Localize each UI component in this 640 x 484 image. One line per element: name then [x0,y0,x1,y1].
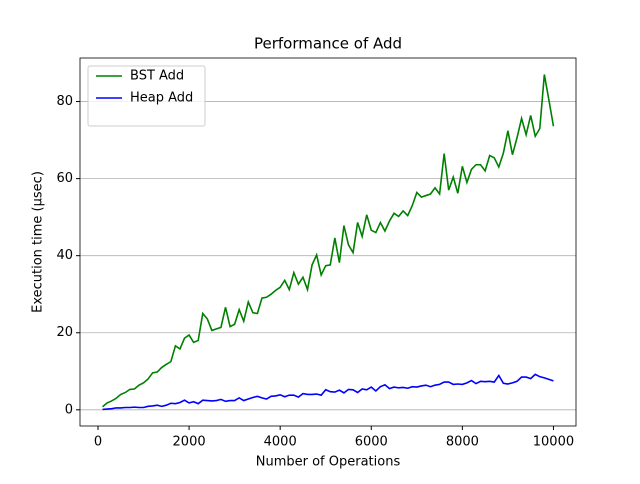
legend-label: BST Add [130,69,184,84]
x-tick-label: 4000 [264,435,297,450]
x-tick-label: 2000 [173,435,206,450]
y-tick-label: 60 [56,171,73,186]
series-line [102,373,554,411]
y-tick-label: 20 [56,325,73,340]
legend-label: Heap Add [130,91,193,106]
y-tick-label: 80 [56,94,73,109]
x-axis-label: Number of Operations [256,455,401,470]
x-tick-label: 10000 [533,435,574,450]
x-tick-label: 8000 [446,435,479,450]
legend-box [87,65,206,127]
y-tick-label: 40 [56,248,73,263]
x-tick-label: 0 [94,435,102,450]
y-tick-label: 0 [65,402,73,417]
plot-frame [79,57,577,427]
series-line [102,74,555,408]
chart-title: Performance of Add [254,35,402,53]
y-axis-label: Execution time (μsec) [31,171,46,313]
x-tick-label: 6000 [355,435,388,450]
